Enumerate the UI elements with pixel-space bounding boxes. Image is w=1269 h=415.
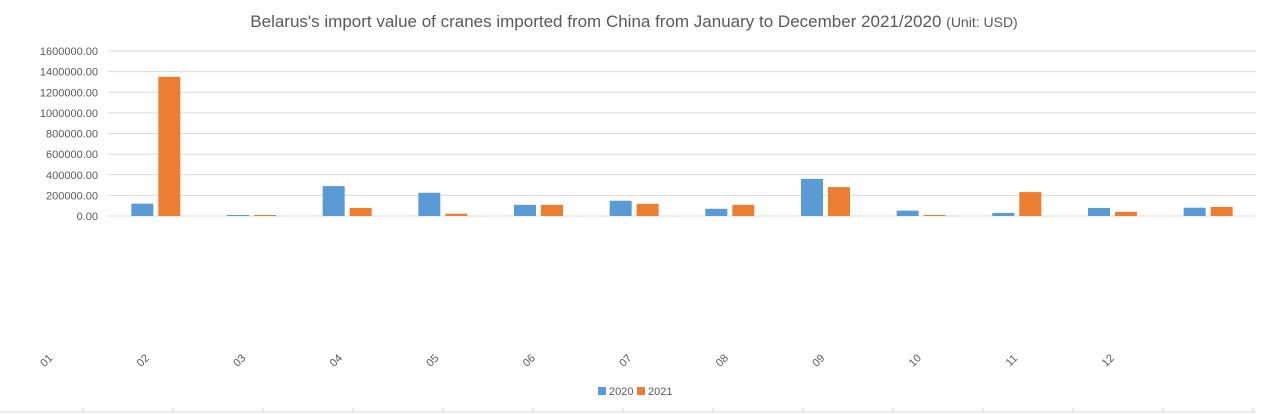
y-tick-label: 1200000.00 bbox=[40, 87, 98, 99]
bar-2021 bbox=[732, 204, 755, 216]
bar-2020 bbox=[896, 210, 919, 216]
bar-2021 bbox=[923, 214, 946, 216]
bar-2021 bbox=[1019, 192, 1042, 216]
bottom-axis-line bbox=[0, 408, 1256, 413]
y-tick-label: 0.00 bbox=[77, 211, 98, 223]
y-tick-label: 1000000.00 bbox=[40, 108, 98, 120]
bar-2020 bbox=[801, 178, 823, 216]
y-tick-label: 800000.00 bbox=[46, 129, 98, 141]
x-tick-label: 01 bbox=[38, 352, 55, 369]
y-tick-label: 1600000.00 bbox=[40, 46, 98, 58]
y-tick-label: 400000.00 bbox=[46, 170, 98, 182]
chart-title-unit: (Unit: USD) bbox=[946, 14, 1018, 30]
bars bbox=[131, 76, 1233, 216]
legend: 2020 2021 bbox=[598, 386, 672, 398]
bar-2020 bbox=[131, 203, 154, 216]
legend-label-2020: 2020 bbox=[609, 386, 633, 398]
x-tick-label: 07 bbox=[617, 352, 634, 369]
x-tick-label: 11 bbox=[1004, 353, 1021, 370]
x-tick-label: 10 bbox=[907, 352, 924, 369]
bar-2020 bbox=[705, 208, 728, 216]
legend-swatch-2021 bbox=[637, 387, 645, 395]
bar-2021 bbox=[349, 207, 372, 216]
chart-title: Belarus's import value of cranes importe… bbox=[250, 12, 1017, 31]
bar-2021 bbox=[445, 213, 468, 216]
bar-2020 bbox=[418, 192, 441, 216]
x-tick-label: 06 bbox=[521, 352, 538, 369]
bar-2021 bbox=[1115, 211, 1137, 216]
y-axis-ticks: 0.00 200000.00 400000.00 600000.00 800000.00… bbox=[40, 46, 98, 223]
bar-2020 bbox=[322, 186, 345, 216]
y-tick-label: 1400000.00 bbox=[40, 67, 98, 79]
bar-2021 bbox=[254, 214, 276, 216]
x-tick-label: 03 bbox=[231, 352, 248, 369]
x-tick-label: 05 bbox=[424, 352, 441, 369]
bar-2021 bbox=[636, 203, 659, 216]
y-tick-label: 200000.00 bbox=[46, 190, 98, 202]
x-tick-label: 08 bbox=[714, 352, 731, 369]
bar-2020 bbox=[514, 204, 536, 216]
x-tick-label: 09 bbox=[810, 352, 827, 369]
x-tick-label: 04 bbox=[328, 352, 345, 369]
bar-2021 bbox=[1210, 206, 1233, 216]
bar-2020 bbox=[992, 212, 1015, 216]
bar-2020 bbox=[609, 200, 632, 216]
bar-2021 bbox=[828, 187, 850, 216]
gridlines bbox=[108, 50, 1256, 217]
bar-2020 bbox=[227, 214, 249, 216]
bar-2020 bbox=[1183, 207, 1206, 216]
chart-title-main: Belarus's import value of cranes importe… bbox=[250, 12, 941, 31]
x-axis-ticks: 01 02 03 04 05 06 07 08 09 10 11 12 bbox=[38, 352, 1117, 369]
legend-swatch-2020 bbox=[598, 387, 606, 395]
bar-2020 bbox=[1088, 207, 1110, 216]
bar-2021 bbox=[158, 76, 181, 216]
y-tick-label: 600000.00 bbox=[46, 149, 98, 161]
bar-2021 bbox=[541, 204, 563, 216]
x-tick-label: 12 bbox=[1100, 352, 1117, 369]
x-tick-label: 02 bbox=[135, 352, 152, 369]
legend-label-2021: 2021 bbox=[648, 386, 672, 398]
